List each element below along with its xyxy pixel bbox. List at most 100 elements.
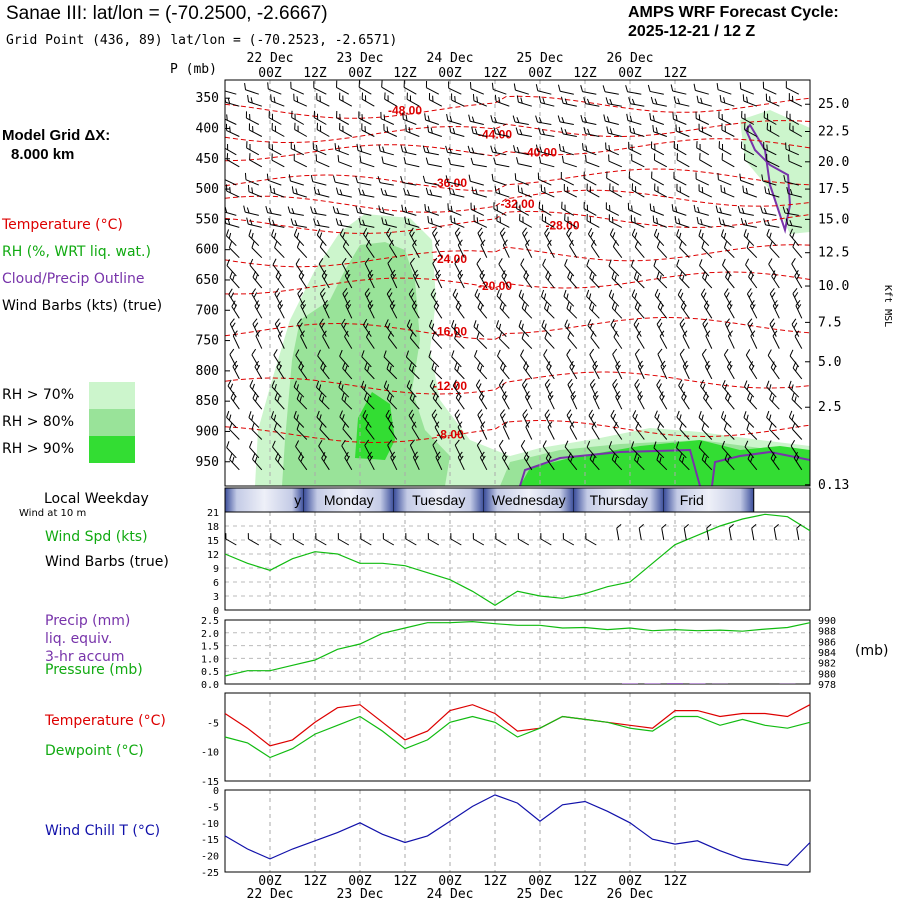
wind-barb-staff (336, 87, 350, 95)
wind-barb-staff (746, 429, 758, 440)
wind-barb (467, 145, 484, 156)
wind-barb-flag (300, 330, 305, 337)
wind-barb (335, 187, 352, 198)
wind-barb-staff (255, 335, 263, 349)
wind-barb-flag (427, 115, 430, 122)
wind-barb-flag (634, 232, 638, 239)
wind-barb-flag (432, 439, 438, 446)
wind-barb (359, 155, 375, 168)
wind-barb-staff (634, 459, 645, 471)
wind-barb-flag (680, 292, 684, 299)
wind-barb (783, 175, 799, 186)
wind-barb-flag (319, 414, 322, 421)
wind-barb-staff (606, 208, 620, 216)
wind-barb-staff (724, 458, 735, 471)
wind-barb (540, 184, 555, 198)
weekday-label: Tuesday (412, 492, 465, 508)
wind-barb-flag (724, 318, 730, 325)
wind-barb-staff (318, 445, 327, 459)
wind-barb-flag (680, 300, 685, 308)
wind-barb-flag (540, 184, 543, 192)
wind-barb (746, 241, 758, 259)
wind-barb-staff (591, 427, 600, 440)
wind-barb-flag (448, 147, 452, 154)
surface-wind-barb (683, 523, 689, 541)
wind-barb (611, 453, 623, 471)
wind-barb-flag (278, 365, 283, 371)
wind-barb (226, 153, 240, 168)
wind-barb (682, 360, 690, 380)
wind-barb-flag (386, 392, 391, 400)
wind-barb-flag (310, 174, 314, 182)
wind-barb-flag (296, 422, 300, 430)
wind-barb-staff (454, 368, 465, 380)
wind-barb-flag (561, 117, 565, 123)
wind-barb-flag (494, 185, 497, 193)
dewpoint-line (224, 715, 811, 759)
wind-barb-staff (545, 276, 555, 289)
wind-barb (611, 301, 623, 319)
wind-barb-flag (592, 456, 596, 463)
wind-barb (296, 392, 308, 410)
wind-barb-flag (317, 349, 321, 357)
wind-barb (695, 111, 710, 125)
wind-barb (424, 203, 439, 216)
wind-barb-flag (594, 395, 599, 401)
wind-barb-staff (560, 150, 574, 156)
wind-barb-staff (721, 159, 735, 168)
wind-barb-staff (792, 246, 803, 259)
wind-barb (386, 392, 398, 410)
wind-barb (747, 392, 758, 410)
weekday-label: Thursday (590, 492, 648, 508)
wind-barb-flag (703, 300, 709, 307)
wind-barb-flag (320, 361, 324, 369)
kft-axis-title: Kft MSL (882, 285, 893, 327)
wind-barb-flag (660, 360, 666, 367)
wind-barb-flag (564, 98, 568, 105)
forecast-cycle-label: AMPS WRF Forecast Cycle: (628, 4, 839, 21)
wind-barb-staff (272, 446, 282, 459)
wind-barb-staff (275, 276, 285, 289)
panel-tick-label: -20 (201, 852, 219, 863)
wind-barb-flag (521, 301, 525, 309)
model-grid: Model Grid ΔX: 8.000 km (2, 126, 110, 164)
wind-barb-staff (232, 335, 240, 349)
wind-barb-flag (743, 229, 747, 236)
wind-barb-staff (270, 224, 285, 228)
wind-barb (723, 288, 732, 307)
wind-barb (448, 157, 465, 168)
wind-barb-flag (433, 300, 438, 307)
wind-barb-flag (558, 143, 561, 151)
wind-barb-flag (745, 258, 750, 265)
wind-barb-flag (698, 229, 702, 236)
wind-barb-flag (233, 304, 238, 311)
wind-barb-staff (409, 233, 417, 246)
wind-barb-staff (763, 87, 777, 95)
wind-barb-staff (703, 306, 713, 319)
wind-barb-staff (613, 336, 623, 349)
wind-barb-staff (273, 354, 282, 368)
wind-barb (748, 270, 758, 289)
wind-barb-staff (364, 445, 372, 459)
wind-barb (339, 92, 353, 107)
wind-barb (723, 241, 735, 259)
wind-barb-flag (454, 96, 456, 102)
wind-barb-flag (473, 214, 475, 222)
wind-barb-staff (546, 366, 555, 380)
pressure-tick-label: 982 (818, 659, 836, 670)
surface-wind-barb (585, 533, 597, 546)
wind-barb-flag (769, 318, 775, 325)
wind-barb-flag (293, 153, 295, 161)
wind-barb-staff (295, 355, 305, 368)
wind-barb-flag (273, 232, 277, 239)
wind-barb-flag (228, 232, 232, 239)
wind-barb (272, 440, 282, 459)
wind-barb-flag (785, 142, 787, 150)
wind-barb (246, 141, 260, 156)
wind-barb-flag (675, 206, 678, 213)
wind-barb-flag (456, 231, 461, 237)
pressure-tick-label: 650 (196, 273, 219, 288)
wind-barb-flag (477, 362, 481, 369)
wind-barb (747, 318, 755, 337)
wind-barb (454, 409, 462, 428)
